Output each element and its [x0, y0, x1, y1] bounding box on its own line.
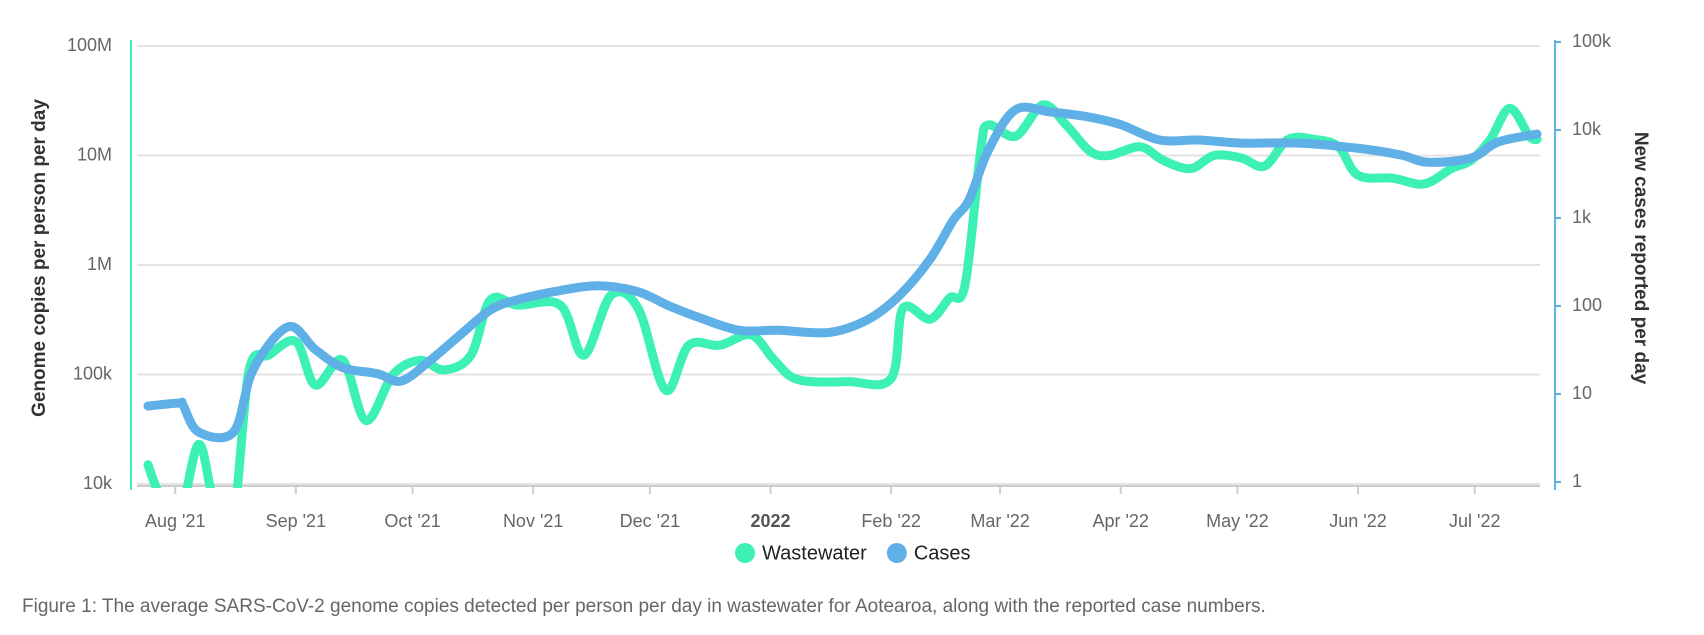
y2-axis-title: New cases reported per day: [1630, 132, 1651, 385]
legend-marker[interactable]: [886, 543, 907, 563]
y-tick-label: 100M: [67, 35, 112, 55]
y-axis-title: Genome copies per person per day: [29, 99, 50, 417]
x-tick-label: Jun '22: [1329, 511, 1386, 531]
x-tick-label: Aug '21: [145, 511, 206, 531]
legend-label[interactable]: Cases: [914, 542, 971, 564]
y2-tick-label: 10k: [1572, 119, 1602, 139]
y-tick-label: 10k: [83, 473, 113, 493]
x-tick-label: Nov '21: [503, 511, 563, 531]
y-tick-label: 10M: [77, 144, 112, 164]
legend-marker[interactable]: [735, 543, 755, 563]
caption: Figure 1: The average SARS-CoV-2 genome …: [22, 596, 1266, 617]
x-tick-label: Feb '22: [861, 511, 920, 531]
x-tick-label: Sep '21: [266, 511, 327, 531]
y-tick-label: 1M: [87, 254, 112, 274]
x-tick-label: Oct '21: [384, 511, 440, 531]
series-line: [143, 100, 1542, 488]
y2-tick-label: 100k: [1572, 31, 1612, 51]
x-tick-label: Dec '21: [620, 511, 680, 531]
x-tick-label: May '22: [1206, 511, 1268, 531]
x-tick-label: Mar '22: [970, 511, 1029, 531]
y2-tick-label: 10: [1572, 383, 1592, 403]
x-tick-label: Jul '22: [1449, 511, 1500, 531]
x-tick-label: 2022: [750, 511, 790, 531]
y2-tick-label: 1k: [1572, 207, 1592, 227]
y-tick-label: 100k: [73, 363, 113, 383]
x-tick-label: Apr '22: [1092, 511, 1148, 531]
series-line: [143, 102, 1542, 443]
legend-label[interactable]: Wastewater: [762, 542, 867, 564]
y2-tick-label: 100: [1572, 295, 1602, 315]
y2-tick-label: 1: [1572, 471, 1582, 491]
